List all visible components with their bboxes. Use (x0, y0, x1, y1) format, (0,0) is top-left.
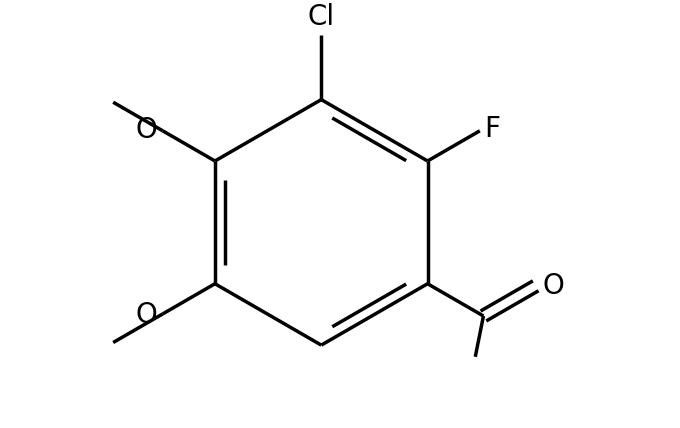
Text: O: O (136, 116, 158, 144)
Text: O: O (136, 301, 158, 329)
Text: O: O (543, 272, 564, 300)
Text: F: F (484, 115, 500, 143)
Text: Cl: Cl (308, 3, 335, 31)
